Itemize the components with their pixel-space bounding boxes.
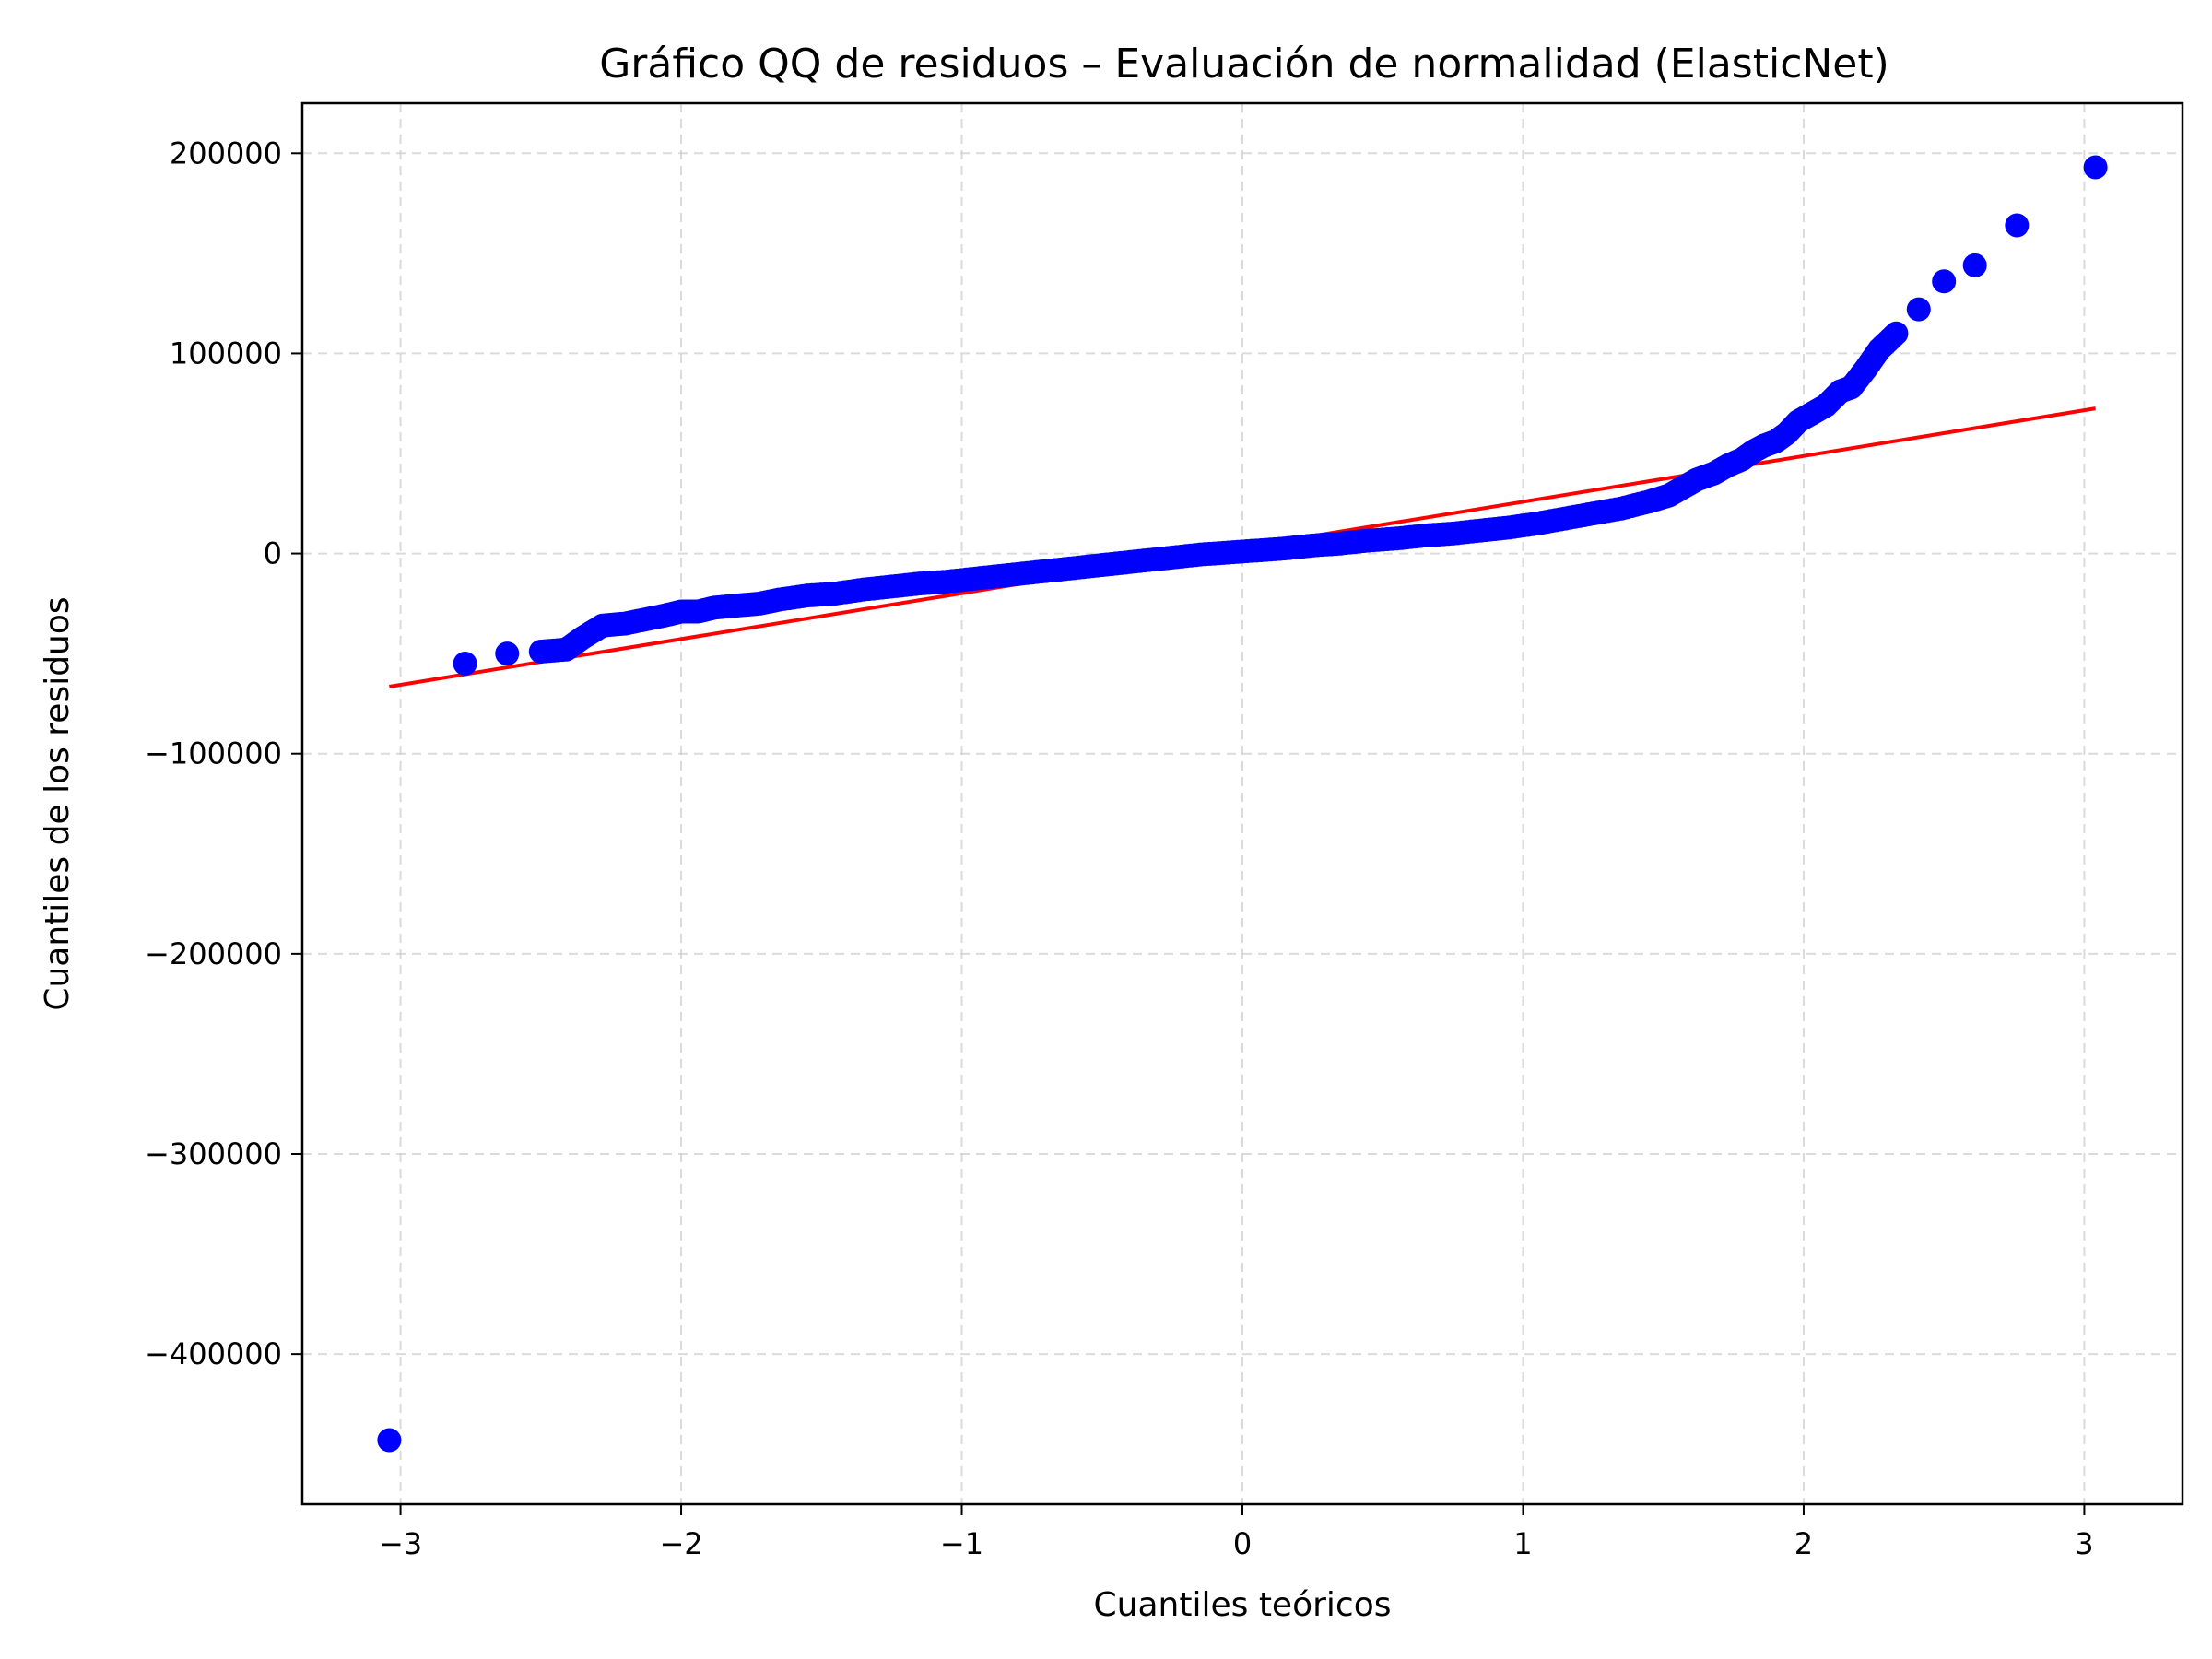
y-tick-label: 200000 [170, 135, 282, 171]
x-tick-label: −3 [379, 1526, 422, 1561]
data-point [1962, 253, 1987, 277]
chart-title: Gráfico QQ de residuos – Evaluación de n… [599, 41, 1889, 88]
x-tick-label: 2 [1794, 1526, 1813, 1561]
x-tick-label: 0 [1233, 1526, 1252, 1561]
x-tick-label: 1 [1513, 1526, 1532, 1561]
y-tick-label: −400000 [145, 1336, 282, 1371]
y-axis-label: Cuantiles de los residuos [39, 596, 76, 1010]
data-point [377, 1428, 402, 1453]
data-point [495, 641, 520, 666]
data-point-dense [1881, 324, 1906, 348]
data-points [377, 155, 2108, 1453]
axis-ticks: −3 −2 −1 0 1 2 3 −400000 −300000 −200000 −100000 0 1… [145, 135, 2094, 1561]
data-point [453, 652, 477, 676]
x-tick-label: 3 [2075, 1526, 2093, 1561]
data-point [2083, 155, 2108, 180]
data-point [1906, 297, 1931, 322]
x-tick-label: −2 [659, 1526, 702, 1561]
data-point [1932, 269, 1957, 294]
x-tick-label: −1 [940, 1526, 983, 1561]
y-tick-label: 0 [264, 536, 282, 571]
y-tick-label: 100000 [170, 335, 282, 371]
plot-frame [300, 101, 2184, 1506]
y-tick-label: −300000 [145, 1136, 282, 1171]
grid-lines [302, 103, 2183, 1504]
x-axis-label: Cuantiles teóricos [1094, 1586, 1392, 1624]
data-point [2005, 213, 2030, 238]
y-tick-label: −200000 [145, 936, 282, 971]
y-tick-label: −100000 [145, 736, 282, 771]
